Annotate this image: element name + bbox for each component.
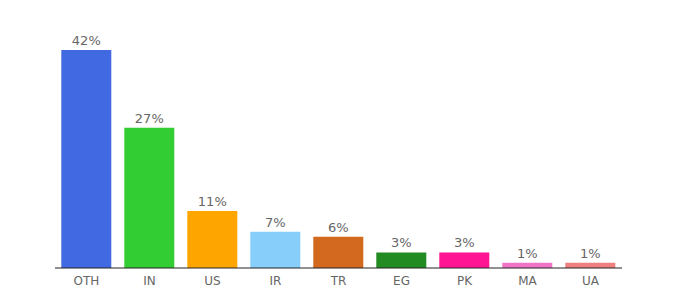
svg-text:3%: 3%: [454, 235, 475, 250]
svg-text:1%: 1%: [517, 246, 538, 261]
svg-text:TR: TR: [330, 274, 347, 288]
svg-text:EG: EG: [393, 274, 410, 288]
svg-text:PK: PK: [457, 274, 473, 288]
svg-text:7%: 7%: [265, 215, 286, 230]
svg-text:UA: UA: [582, 274, 600, 288]
svg-text:1%: 1%: [580, 246, 601, 261]
svg-text:IN: IN: [143, 274, 156, 288]
svg-text:MA: MA: [518, 274, 537, 288]
svg-text:27%: 27%: [135, 111, 164, 126]
svg-text:3%: 3%: [391, 235, 412, 250]
svg-text:US: US: [204, 274, 220, 288]
svg-text:OTH: OTH: [74, 274, 100, 288]
svg-text:6%: 6%: [328, 220, 349, 235]
svg-text:42%: 42%: [72, 33, 101, 48]
svg-text:11%: 11%: [198, 194, 227, 209]
svg-text:IR: IR: [270, 274, 282, 288]
